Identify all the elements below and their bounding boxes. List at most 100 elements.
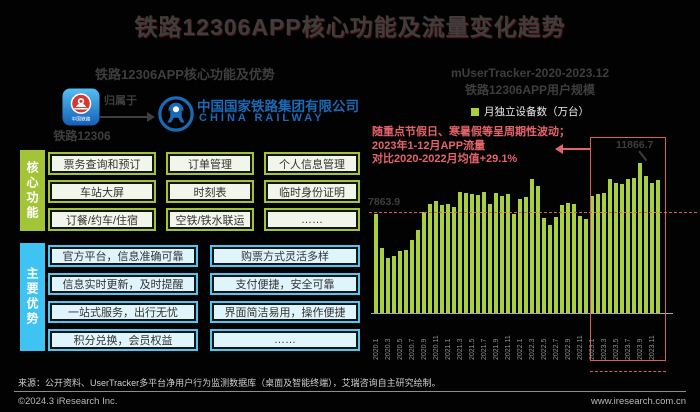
x-tick-2020.9: 2020.9 <box>421 338 428 360</box>
chart-title-line2: 铁路12306APP用户规模 <box>464 83 596 97</box>
left-section-title: 铁路12306APP核心功能及优势 <box>95 67 275 82</box>
x-tick-2021.5: 2021.5 <box>469 338 476 360</box>
bar-2020.7 <box>410 239 415 313</box>
bar-2021.1 <box>446 203 451 313</box>
bar-2023.6 <box>620 184 625 313</box>
bar-2021.11 <box>506 194 511 313</box>
footer-website: www.iresearch.com.cn <box>590 396 686 407</box>
x-tick-2021.3: 2021.3 <box>457 338 464 360</box>
annotation-line1: 随重点节假日、寒暑假等呈周期性波动； <box>372 126 570 138</box>
bar-2020.8 <box>416 229 421 313</box>
chart-legend: 月独立设备数（万台） <box>380 104 680 119</box>
bar-2022.11 <box>578 216 583 313</box>
bar-2020.2 <box>380 248 385 313</box>
x-tick-2021.1: 2021.1 <box>445 338 452 360</box>
bar-2020.5 <box>398 251 403 313</box>
bar-2021.12 <box>512 213 517 313</box>
x-tick-2023.3: 2023.3 <box>601 338 608 360</box>
core-functions-grid: 票务查询和预订 订单管理 个人信息管理 车站大屏 时刻表 临时身份证明 订餐/约车/住宿 空铁… <box>48 152 360 231</box>
x-tick-2022.3: 2022.3 <box>529 338 536 360</box>
belongs-to-arrow-head-icon <box>147 112 155 122</box>
core-function-box-3: 个人信息管理 <box>264 152 360 175</box>
advantage-box-4: 支付便捷，安全可靠 <box>210 273 360 295</box>
reference-dashed-line <box>369 212 697 213</box>
page-title: 铁路12306APP核心功能及流量变化趋势 <box>134 14 566 40</box>
bar-2023.4 <box>608 179 613 313</box>
bar-2020.10 <box>428 204 433 313</box>
company-name-en: CHINA RAILWAY <box>199 112 325 124</box>
bar-2023.1 <box>590 195 595 313</box>
china-railway-logo-icon <box>158 96 194 132</box>
x-tick-2023.7: 2023.7 <box>625 338 632 360</box>
bar-2023.5 <box>614 182 619 313</box>
bar-2021.5 <box>470 194 475 313</box>
annotation-arrow-head-icon <box>555 144 563 154</box>
bar-2022.10 <box>572 203 577 313</box>
bar-2023.9 <box>638 163 643 313</box>
highlight-2023-box-bottom-dash <box>590 371 666 372</box>
bar-2020.1 <box>374 213 379 313</box>
bar-2023.10 <box>644 176 649 313</box>
legend-label: 月独立设备数（万台） <box>484 106 589 118</box>
bar-2022.12 <box>584 218 589 313</box>
advantage-box-5: 一站式服务，出行无忧 <box>48 301 198 323</box>
bar-2022.8 <box>560 205 565 313</box>
advantages-tab: 主要优势 <box>20 243 45 351</box>
bar-2021.3 <box>458 191 463 313</box>
footer-copyright: ©2024.3 iResearch Inc. <box>18 396 118 407</box>
bar-2023.11 <box>650 182 655 313</box>
x-tick-2022.7: 2022.7 <box>553 338 560 360</box>
x-tick-2022.11: 2022.11 <box>577 335 584 360</box>
bar-2022.9 <box>566 203 571 313</box>
annotation-arrow-line <box>562 148 590 150</box>
advantage-box-3: 信息实时更新，及时提醒 <box>48 273 198 295</box>
app-icon-caption: 中国铁路 <box>71 115 90 122</box>
bar-2023.12 <box>656 180 661 313</box>
x-axis-tick-labels: 2020.1 2020.3 2020.5 2020.7 2020.9 2020.11 202… <box>373 316 674 360</box>
company-name-cn: 中国国家铁路集团有限公司 <box>197 99 359 114</box>
belongs-to-label: 归属于 <box>104 95 137 107</box>
x-tick-2021.11: 2021.11 <box>505 335 512 360</box>
x-tick-2023.9: 2023.9 <box>637 338 644 360</box>
bar-2022.7 <box>554 216 559 313</box>
bar-2022.6 <box>548 224 553 313</box>
bar-2022.1 <box>518 198 523 313</box>
bar-plot <box>374 150 664 313</box>
bar-2021.4 <box>464 193 469 313</box>
bar-2023.7 <box>626 179 631 313</box>
core-function-box-2: 订单管理 <box>166 152 254 175</box>
x-tick-2020.5: 2020.5 <box>397 338 404 360</box>
bar-2021.6 <box>476 195 481 313</box>
bar-2020.9 <box>422 211 427 313</box>
footer-divider <box>14 391 686 392</box>
annotation-line2: 2023年1-12月APP流量 <box>372 139 486 152</box>
bar-2020.6 <box>404 250 409 313</box>
highlight-2023-box <box>590 137 666 361</box>
source-note: 来源：公开资料、UserTracker多平台净用户行为监测数据库（桌面及智能终端… <box>18 378 441 388</box>
bar-2021.7 <box>482 192 487 313</box>
x-tick-2023.11: 2023.11 <box>649 335 656 360</box>
x-tick-2020.1: 2020.1 <box>373 338 380 360</box>
x-tick-2022.5: 2022.5 <box>541 338 548 360</box>
x-axis-line <box>371 313 673 314</box>
bar-2020.3 <box>386 258 391 313</box>
x-tick-2022.1: 2022.1 <box>517 338 524 360</box>
bar-2022.5 <box>542 218 547 313</box>
chart-annotation: 随重点节假日、寒暑假等呈周期性波动； 2023年1-12月APP流量 对比202… <box>372 126 572 167</box>
legend-swatch-icon <box>471 107 479 116</box>
annotation-line3: 对比2020-2022月均值+29.1% <box>372 153 518 165</box>
app-name-label: 铁路12306 <box>53 129 111 143</box>
bar-2022.2 <box>524 197 529 313</box>
core-function-box-6: 临时身份证明 <box>264 180 360 203</box>
advantage-box-2: 购票方式灵活多样 <box>210 245 360 267</box>
advantage-box-6: 界面简洁易用，操作便捷 <box>210 301 360 323</box>
x-tick-2021.9: 2021.9 <box>493 338 500 360</box>
bar-2023.2 <box>596 194 601 313</box>
advantage-box-1: 官方平台，信息准确可靠 <box>48 245 198 267</box>
advantage-box-8: …… <box>210 329 360 351</box>
x-tick-2020.7: 2020.7 <box>409 338 416 360</box>
core-function-box-9: …… <box>264 208 360 231</box>
core-function-box-1: 票务查询和预订 <box>48 152 156 175</box>
bar-2022.3 <box>530 179 535 313</box>
